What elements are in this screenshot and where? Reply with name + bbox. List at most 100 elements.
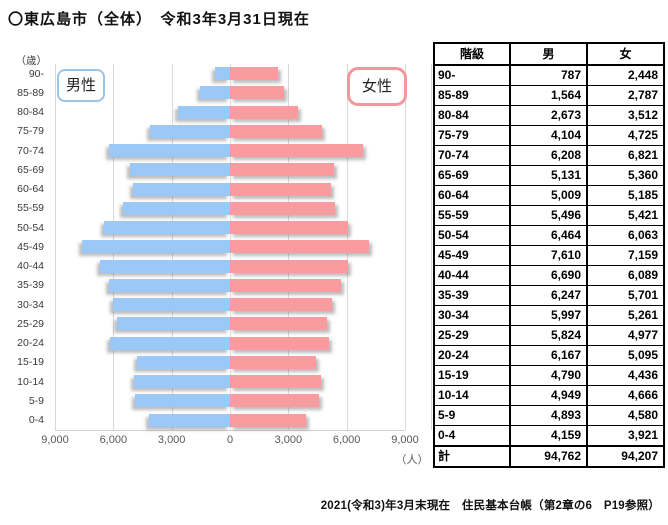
- male-bar: [82, 240, 230, 254]
- source-note: 2021(令和3)年3月末現在 住民基本台帳（第2章の6 P19参照）: [320, 500, 660, 512]
- female-bar: [230, 355, 317, 369]
- table-cell: 5-9: [433, 405, 511, 426]
- table-cell: 4,725: [586, 125, 665, 146]
- table-row: 80-84 2,673 3,512: [433, 105, 665, 126]
- table-cell: 40-44: [433, 265, 511, 286]
- y-axis-label: 85-89: [17, 86, 44, 99]
- table-cell: 6,167: [509, 345, 588, 366]
- y-axis-label: 0-4: [28, 414, 44, 427]
- table-row: 55-59 5,496 5,421: [433, 205, 665, 226]
- male-bar: [150, 124, 230, 138]
- pyramid-row: [55, 160, 405, 179]
- table-cell: 4,666: [586, 385, 665, 406]
- table-row: 10-14 4,949 4,666: [433, 385, 665, 406]
- legend-male-label: 男性: [66, 77, 97, 94]
- table-cell: 2,673: [509, 105, 588, 126]
- female-bar: [230, 221, 348, 234]
- table-row: 50-54 6,464 6,063: [433, 225, 665, 246]
- female-bar: [230, 67, 278, 80]
- table-cell: 85-89: [433, 85, 511, 106]
- pyramid-row: [55, 257, 405, 276]
- table-cell: 4,580: [586, 405, 665, 426]
- table-header-cell: 男: [509, 42, 588, 66]
- table-row: 5-9 4,893 4,580: [433, 405, 665, 426]
- x-axis-tick-label: 3,000: [157, 434, 186, 446]
- table-cell: 25-29: [433, 325, 511, 346]
- pyramid-row: [55, 391, 405, 410]
- male-bar: [116, 317, 230, 331]
- female-bar: [230, 86, 285, 100]
- table-cell: 5,421: [586, 205, 665, 226]
- table-cell: 7,610: [509, 245, 588, 266]
- table-row: 15-19 4,790 4,436: [433, 365, 665, 386]
- female-bar: [230, 278, 341, 292]
- female-bar: [230, 201, 336, 215]
- table-cell: 4,436: [586, 365, 665, 386]
- table-cell: 0-4: [433, 425, 511, 447]
- pyramid-row: [55, 199, 405, 218]
- male-bar: [178, 105, 230, 119]
- table-cell: 4,159: [509, 425, 588, 447]
- table-cell: 3,512: [586, 105, 665, 126]
- y-axis-label: 75-79: [17, 125, 44, 138]
- table-cell: 50-54: [433, 225, 511, 246]
- female-bar: [230, 336, 330, 350]
- female-bar: [230, 298, 333, 311]
- table-row: 25-29 5,824 4,977: [433, 325, 665, 346]
- female-bar: [230, 259, 349, 273]
- y-axis-label: 35-39: [17, 279, 44, 292]
- table-cell: 94,762: [509, 445, 588, 468]
- table-header-cell: 女: [586, 42, 665, 66]
- table-cell: 5,095: [586, 345, 665, 366]
- table-row: 60-64 5,009 5,185: [433, 185, 665, 206]
- plot-area: [55, 64, 406, 431]
- pyramid-row: [55, 103, 405, 122]
- male-bar: [130, 163, 230, 177]
- table-cell: 2,448: [586, 64, 665, 86]
- table-cell: 20-24: [433, 345, 511, 366]
- male-bar: [149, 413, 230, 427]
- y-axis-label: 60-64: [17, 183, 44, 196]
- table-row: 30-34 5,997 5,261: [433, 305, 665, 326]
- y-axis-label: 20-24: [17, 337, 44, 350]
- table-cell: 2,787: [586, 85, 665, 106]
- pyramid-row: [55, 237, 405, 256]
- table-cell: 65-69: [433, 165, 511, 186]
- male-bar: [199, 86, 230, 100]
- pyramid-row: [55, 64, 405, 83]
- table-cell: 90-: [433, 64, 511, 86]
- x-axis-tick-label: 9,000: [391, 434, 419, 446]
- y-axis-label: 10-14: [17, 375, 44, 388]
- pyramid-row: [55, 411, 405, 430]
- table-cell: 7,159: [586, 245, 665, 266]
- y-axis-label: 90-: [28, 67, 44, 80]
- table-cell: 5,824: [509, 325, 588, 346]
- pyramid-row: [55, 314, 405, 333]
- population-table-container: 階級男女 90- 787 2,448 85-89 1,564 2,787 80-84 2,673…: [433, 42, 665, 468]
- table-cell: 4,893: [509, 405, 588, 426]
- table-row: 40-44 6,690 6,089: [433, 265, 665, 286]
- table-cell: 5,997: [509, 305, 588, 326]
- table-cell: 35-39: [433, 285, 511, 306]
- table-cell: 45-49: [433, 245, 511, 266]
- x-axis-unit-label: （人）: [395, 454, 429, 466]
- page-title: 〇東広島市（全体） 令和3年3月31日現在: [8, 11, 310, 28]
- table-row: 85-89 1,564 2,787: [433, 85, 665, 106]
- table-cell: 6,821: [586, 145, 665, 166]
- table-cell: 94,207: [586, 445, 665, 468]
- male-bar: [123, 201, 230, 215]
- table-cell: 6,247: [509, 285, 588, 306]
- female-bar: [230, 124, 322, 138]
- table-cell: 5,701: [586, 285, 665, 306]
- table-cell: 6,089: [586, 265, 665, 286]
- y-axis-label: 55-59: [17, 202, 44, 215]
- y-axis-label: 70-74: [17, 144, 44, 157]
- female-bar: [230, 105, 299, 119]
- female-bar: [230, 240, 370, 254]
- y-axis-labels: 90- 85-89 80-84 75-79 70-74 65-69 60-64 55-59 50…: [0, 64, 46, 430]
- pyramid-row: [55, 180, 405, 199]
- table-cell: 4,977: [586, 325, 665, 346]
- pyramid-row: [55, 122, 405, 141]
- y-axis-label: 80-84: [17, 106, 44, 119]
- table-cell: 3,921: [586, 425, 665, 447]
